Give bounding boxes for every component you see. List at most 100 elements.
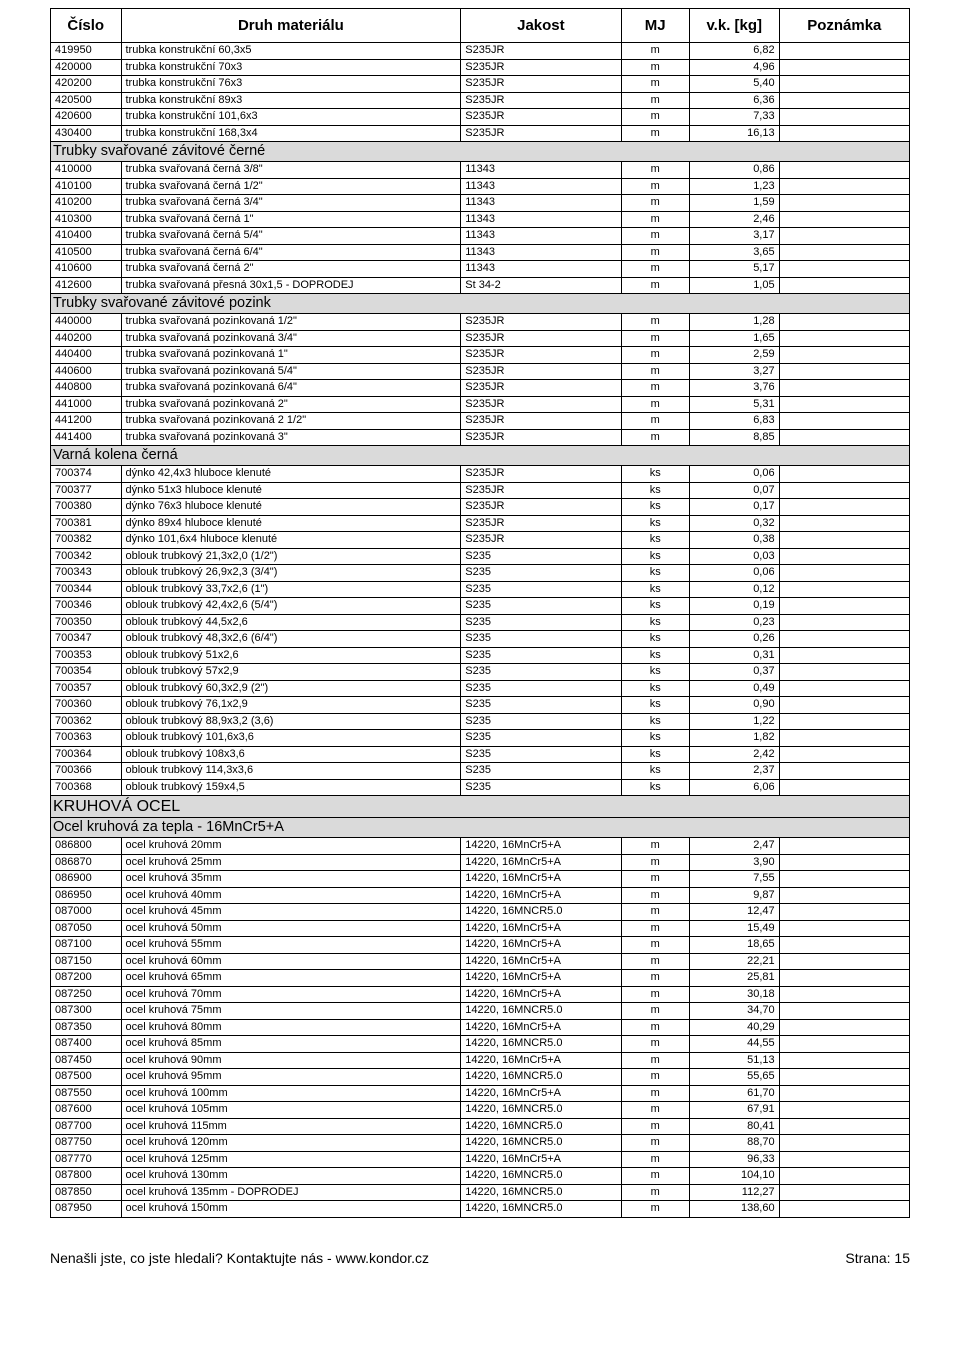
cell-vk: 1,59	[689, 195, 779, 212]
cell-mj: ks	[621, 532, 689, 549]
table-row: 440000trubka svařovaná pozinkovaná 1/2"S…	[51, 314, 910, 331]
table-row: 087600ocel kruhová 105mm14220, 16MNCR5.0…	[51, 1102, 910, 1119]
cell-druh: ocel kruhová 25mm	[121, 854, 461, 871]
cell-druh: ocel kruhová 120mm	[121, 1135, 461, 1152]
cell-poznamka	[779, 76, 909, 93]
cell-druh: oblouk trubkový 88,9x3,2 (3,6)	[121, 713, 461, 730]
cell-vk: 0,23	[689, 614, 779, 631]
cell-mj: ks	[621, 565, 689, 582]
col-header-vk: v.k. [kg]	[689, 9, 779, 43]
cell-mj: m	[621, 347, 689, 364]
cell-mj: ks	[621, 664, 689, 681]
table-row: 087100ocel kruhová 55mm14220, 16MnCr5+Am…	[51, 937, 910, 954]
cell-cislo: 087300	[51, 1003, 122, 1020]
cell-druh: trubka svařovaná pozinkovaná 6/4"	[121, 380, 461, 397]
cell-poznamka	[779, 680, 909, 697]
cell-mj: m	[621, 125, 689, 142]
cell-druh: trubka konstrukční 70x3	[121, 59, 461, 76]
table-row: 410000trubka svařovaná černá 3/8"11343m0…	[51, 162, 910, 179]
cell-poznamka	[779, 413, 909, 430]
table-row: 087700ocel kruhová 115mm14220, 16MNCR5.0…	[51, 1118, 910, 1135]
table-row: 420600trubka konstrukční 101,6x3S235JRm7…	[51, 109, 910, 126]
cell-cislo: 087200	[51, 970, 122, 987]
cell-vk: 2,59	[689, 347, 779, 364]
cell-jakost: S235	[461, 680, 621, 697]
cell-mj: m	[621, 277, 689, 294]
cell-poznamka	[779, 162, 909, 179]
cell-druh: trubka svařovaná pozinkovaná 1/2"	[121, 314, 461, 331]
cell-poznamka	[779, 1168, 909, 1185]
cell-mj: m	[621, 1168, 689, 1185]
cell-druh: oblouk trubkový 33,7x2,6 (1")	[121, 581, 461, 598]
cell-poznamka	[779, 746, 909, 763]
table-row: 700360oblouk trubkový 76,1x2,9S235ks0,90	[51, 697, 910, 714]
cell-poznamka	[779, 211, 909, 228]
cell-cislo: 086800	[51, 838, 122, 855]
table-row: 700343oblouk trubkový 26,9x2,3 (3/4")S23…	[51, 565, 910, 582]
cell-vk: 2,37	[689, 763, 779, 780]
cell-mj: m	[621, 953, 689, 970]
cell-druh: ocel kruhová 105mm	[121, 1102, 461, 1119]
cell-cislo: 420200	[51, 76, 122, 93]
cell-druh: ocel kruhová 40mm	[121, 887, 461, 904]
cell-jakost: S235JR	[461, 76, 621, 93]
cell-druh: oblouk trubkový 101,6x3,6	[121, 730, 461, 747]
table-row: 700380dýnko 76x3 hluboce klenutéS235JRks…	[51, 499, 910, 516]
cell-cislo: 440800	[51, 380, 122, 397]
cell-cislo: 412600	[51, 277, 122, 294]
cell-jakost: 14220, 16MnCr5+A	[461, 871, 621, 888]
cell-cislo: 700357	[51, 680, 122, 697]
cell-jakost: 14220, 16MNCR5.0	[461, 1184, 621, 1201]
cell-poznamka	[779, 244, 909, 261]
table-row: 087150ocel kruhová 60mm14220, 16MnCr5+Am…	[51, 953, 910, 970]
cell-mj: m	[621, 1201, 689, 1218]
cell-jakost: S235	[461, 763, 621, 780]
table-row: 700353oblouk trubkový 51x2,6S235ks0,31	[51, 647, 910, 664]
cell-jakost: 14220, 16MnCr5+A	[461, 838, 621, 855]
table-row: 700347oblouk trubkový 48,3x2,6 (6/4")S23…	[51, 631, 910, 648]
cell-druh: trubka svařovaná pozinkovaná 2"	[121, 396, 461, 413]
cell-druh: trubka svařovaná pozinkovaná 5/4"	[121, 363, 461, 380]
cell-cislo: 441400	[51, 429, 122, 446]
cell-cislo: 441000	[51, 396, 122, 413]
cell-druh: ocel kruhová 65mm	[121, 970, 461, 987]
cell-vk: 104,10	[689, 1168, 779, 1185]
cell-cislo: 410100	[51, 178, 122, 195]
cell-jakost: 11343	[461, 228, 621, 245]
cell-jakost: S235	[461, 730, 621, 747]
cell-cislo: 087850	[51, 1184, 122, 1201]
cell-poznamka	[779, 779, 909, 796]
cell-cislo: 086950	[51, 887, 122, 904]
table-row: 700362oblouk trubkový 88,9x3,2 (3,6)S235…	[51, 713, 910, 730]
cell-mj: m	[621, 871, 689, 888]
cell-cislo: 087800	[51, 1168, 122, 1185]
col-header-cislo: Číslo	[51, 9, 122, 43]
cell-poznamka	[779, 1102, 909, 1119]
cell-cislo: 087000	[51, 904, 122, 921]
cell-vk: 22,21	[689, 953, 779, 970]
cell-cislo: 440400	[51, 347, 122, 364]
table-row: 410100trubka svařovaná černá 1/2"11343m1…	[51, 178, 910, 195]
cell-vk: 0,17	[689, 499, 779, 516]
table-row: 700381dýnko 89x4 hluboce klenutéS235JRks…	[51, 515, 910, 532]
cell-cislo: 087700	[51, 1118, 122, 1135]
cell-mj: m	[621, 920, 689, 937]
cell-vk: 0,12	[689, 581, 779, 598]
cell-vk: 0,90	[689, 697, 779, 714]
cell-mj: ks	[621, 631, 689, 648]
cell-cislo: 410300	[51, 211, 122, 228]
cell-vk: 0,32	[689, 515, 779, 532]
cell-druh: ocel kruhová 125mm	[121, 1151, 461, 1168]
cell-mj: m	[621, 92, 689, 109]
cell-cislo: 087950	[51, 1201, 122, 1218]
cell-mj: m	[621, 1052, 689, 1069]
cell-vk: 96,33	[689, 1151, 779, 1168]
cell-jakost: S235JR	[461, 314, 621, 331]
cell-poznamka	[779, 697, 909, 714]
cell-poznamka	[779, 125, 909, 142]
cell-druh: oblouk trubkový 21,3x2,0 (1/2")	[121, 548, 461, 565]
cell-mj: m	[621, 1036, 689, 1053]
cell-cislo: 440200	[51, 330, 122, 347]
cell-cislo: 087600	[51, 1102, 122, 1119]
cell-jakost: S235JR	[461, 466, 621, 483]
